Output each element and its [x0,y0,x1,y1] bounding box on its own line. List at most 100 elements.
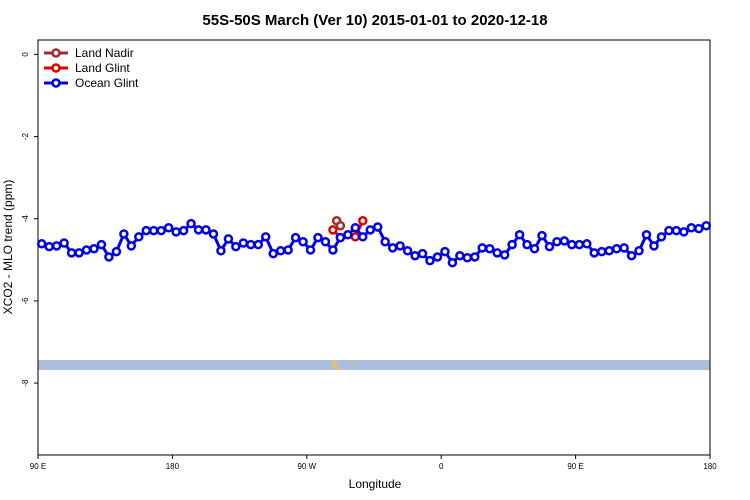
data-point [51,241,62,251]
data-point [275,246,286,256]
y-tick-label: 0 [21,52,30,57]
y-tick-label: -2 [21,132,30,140]
data-point [410,250,420,261]
data-point [74,248,84,258]
legend-label: Ocean Glint [75,76,139,90]
data-point [559,236,570,246]
data-point [36,239,47,249]
data-point [507,239,517,250]
data-point [216,246,226,256]
x-tick-label: 90 W [297,462,316,471]
y-tick-label: -8 [21,379,30,387]
x-tick-label: 180 [703,462,717,471]
data-point [44,241,54,252]
data-point [238,238,249,248]
data-point [223,234,234,244]
data-point [432,252,443,262]
data-point [582,239,592,249]
data-point [470,252,480,262]
data-point [596,246,607,257]
data-point [253,239,264,250]
data-point [111,246,122,257]
data-point [589,248,600,258]
data-point [350,223,361,233]
data-point [96,239,107,250]
data-point [484,243,495,254]
data-point [178,225,189,236]
data-point [686,223,697,233]
data-point [313,232,323,243]
data-point [649,241,659,251]
data-point [358,216,368,226]
data-point [186,218,196,229]
data-point [126,241,137,251]
data-point [268,248,278,259]
data-point [679,227,689,237]
x-axis-label: Longitude [349,477,402,491]
data-point [447,257,458,268]
data-point [634,246,644,256]
data-point [529,243,540,254]
data-point [335,232,346,243]
data-point [656,232,667,242]
data-point [694,223,704,234]
data-point [455,250,465,261]
data-point [671,225,682,236]
data-point [134,232,144,242]
data-point [425,255,435,266]
data-point [335,220,346,231]
y-tick-label: -6 [21,297,30,305]
data-point [626,250,637,261]
data-point [104,252,114,262]
x-tick-label: 180 [166,462,180,471]
legend-marker [51,63,61,73]
data-point [492,248,502,258]
data-point [365,225,376,235]
legend-marker [51,78,61,88]
data-point [59,238,69,248]
data-point [343,230,353,240]
data-point [328,225,338,235]
data-point [701,220,712,231]
data-point [156,225,166,236]
data-point [522,239,532,250]
data-point [231,241,241,252]
y-tick-label: -4 [21,215,30,223]
data-point [380,236,390,247]
data-point [283,245,293,255]
data-point [89,243,99,254]
data-point [387,243,398,253]
surface-strip [38,360,710,370]
data-point [664,225,674,236]
data-point [417,248,428,259]
data-point [499,250,510,260]
data-point [298,236,308,247]
data-point [201,225,211,235]
data-point [574,239,585,250]
land-patch [331,360,341,370]
data-point [402,246,413,256]
data-point [171,227,181,237]
x-tick-label: 0 [439,462,444,471]
data-point [163,223,174,233]
data-point [328,245,338,255]
data-point [320,236,331,247]
data-point [193,225,204,235]
x-tick-label: 90 E [30,462,46,471]
legend-label: Land Nadir [75,46,134,60]
data-point [611,243,622,254]
data-point [119,229,129,239]
data-point [567,239,577,250]
plot-frame [37,39,711,456]
data-point [619,243,629,253]
data-point [604,246,614,256]
data-point [544,241,555,252]
data-point [395,241,405,251]
data-point [141,225,152,236]
legend-label: Land Glint [75,61,130,75]
data-point [440,246,450,257]
data-point [552,236,562,247]
data-point [66,248,77,258]
data-point [81,245,92,255]
